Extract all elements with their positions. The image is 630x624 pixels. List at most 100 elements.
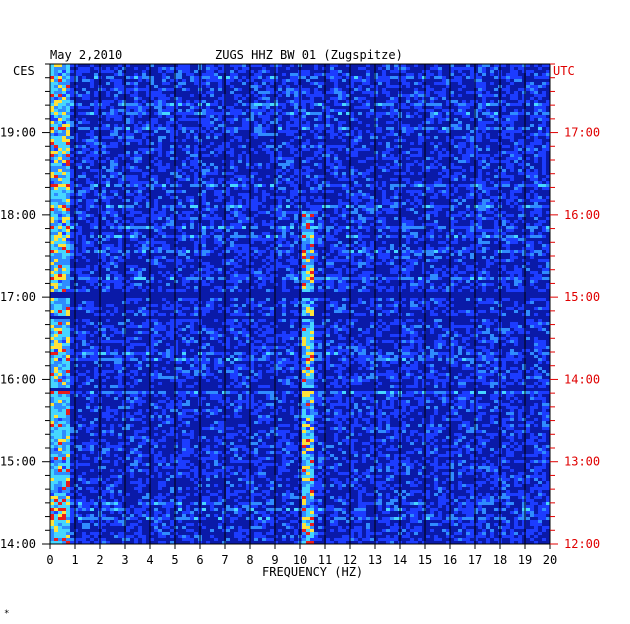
spectrogram-cell (290, 196, 294, 199)
spectrogram-cell (234, 187, 238, 190)
spectrogram-cell (334, 76, 338, 79)
spectrogram-cell (434, 184, 438, 187)
spectrogram-cell (206, 106, 210, 109)
spectrogram-cell (174, 181, 178, 184)
spectrogram-cell (446, 109, 450, 112)
spectrogram-cell (206, 283, 210, 286)
spectrogram-cell (282, 187, 286, 190)
spectrogram-cell (86, 187, 90, 190)
spectrogram-cell (58, 169, 62, 172)
spectrogram-cell (326, 265, 330, 268)
spectrogram-cell (522, 67, 526, 70)
spectrogram-cell (462, 217, 466, 220)
spectrogram-cell (58, 175, 62, 178)
spectrogram-cell (250, 133, 254, 136)
spectrogram-cell (474, 205, 478, 208)
spectrogram-cell (390, 205, 394, 208)
spectrogram-cell (182, 172, 186, 175)
spectrogram-cell (66, 214, 70, 217)
spectrogram-cell (90, 232, 94, 235)
spectrogram-cell (54, 67, 58, 70)
spectrogram-cell (94, 217, 98, 220)
spectrogram-cell (286, 259, 290, 262)
spectrogram-cell (122, 211, 126, 214)
spectrogram-cell (506, 271, 510, 274)
spectrogram-cell (478, 175, 482, 178)
spectrogram-cell (314, 238, 318, 241)
spectrogram-cell (178, 97, 182, 100)
spectrogram-cell (306, 250, 310, 253)
spectrogram-cell (62, 124, 66, 127)
spectrogram-cell (310, 217, 314, 220)
spectrogram-cell (518, 103, 522, 106)
spectrogram-cell (426, 235, 430, 238)
spectrogram-cell (450, 64, 454, 67)
spectrogram-cell (546, 187, 550, 190)
spectrogram-cell (354, 175, 358, 178)
spectrogram-cell (446, 172, 450, 175)
spectrogram-cell (526, 85, 530, 88)
spectrogram-cell (282, 238, 286, 241)
spectrogram-cell (62, 106, 66, 109)
spectrogram-cell (234, 211, 238, 214)
spectrogram-cell (390, 277, 394, 280)
spectrogram-cell (158, 136, 162, 139)
spectrogram-cell (50, 286, 54, 289)
spectrogram-cell (186, 100, 190, 103)
spectrogram-cell (242, 244, 246, 247)
spectrogram-cell (514, 64, 518, 67)
spectrogram-cell (338, 202, 342, 205)
spectrogram-cell (318, 151, 322, 154)
spectrogram-cell (58, 253, 62, 256)
spectrogram-cell (330, 184, 334, 187)
spectrogram-cell (490, 70, 494, 73)
spectrogram-cell (166, 277, 170, 280)
spectrogram-cell (546, 127, 550, 130)
spectrogram-cell (50, 157, 54, 160)
spectrogram-cell (262, 190, 266, 193)
spectrogram-cell (158, 154, 162, 157)
spectrogram-cell (406, 127, 410, 130)
spectrogram-cell (518, 64, 522, 67)
spectrogram-cell (134, 157, 138, 160)
spectrogram-cell (546, 196, 550, 199)
spectrogram-cell (434, 76, 438, 79)
spectrogram-cell (286, 67, 290, 70)
spectrogram-cell (474, 214, 478, 217)
spectrogram-cell (246, 196, 250, 199)
spectrogram-cell (62, 142, 66, 145)
spectrogram-cell (534, 187, 538, 190)
spectrogram-cell (58, 115, 62, 118)
spectrogram-cell (382, 286, 386, 289)
spectrogram-cell (454, 124, 458, 127)
spectrogram-cell (50, 109, 54, 112)
spectrogram-cell (418, 226, 422, 229)
spectrogram-cell (350, 244, 354, 247)
spectrogram-cell (386, 163, 390, 166)
spectrogram-cell (286, 91, 290, 94)
spectrogram-cell (326, 226, 330, 229)
spectrogram-cell (518, 163, 522, 166)
spectrogram-cell (146, 148, 150, 151)
spectrogram-cell (478, 271, 482, 274)
spectrogram-cell (326, 190, 330, 193)
spectrogram-cell (418, 151, 422, 154)
spectrogram-cell (130, 133, 134, 136)
spectrogram-cell (318, 103, 322, 106)
spectrogram-cell (106, 289, 110, 292)
spectrogram-cell (262, 133, 266, 136)
spectrogram-cell (74, 85, 78, 88)
spectrogram-cell (378, 253, 382, 256)
spectrogram-cell (54, 244, 58, 247)
spectrogram-cell (382, 199, 386, 202)
spectrogram-cell (478, 76, 482, 79)
spectrogram-cell (146, 124, 150, 127)
spectrogram-cell (58, 109, 62, 112)
spectrogram-cell (318, 289, 322, 292)
spectrogram-cell (178, 199, 182, 202)
spectrogram-cell (322, 97, 326, 100)
spectrogram-cell (194, 82, 198, 85)
spectrogram-cell (406, 133, 410, 136)
spectrogram-cell (190, 235, 194, 238)
spectrogram-cell (194, 205, 198, 208)
